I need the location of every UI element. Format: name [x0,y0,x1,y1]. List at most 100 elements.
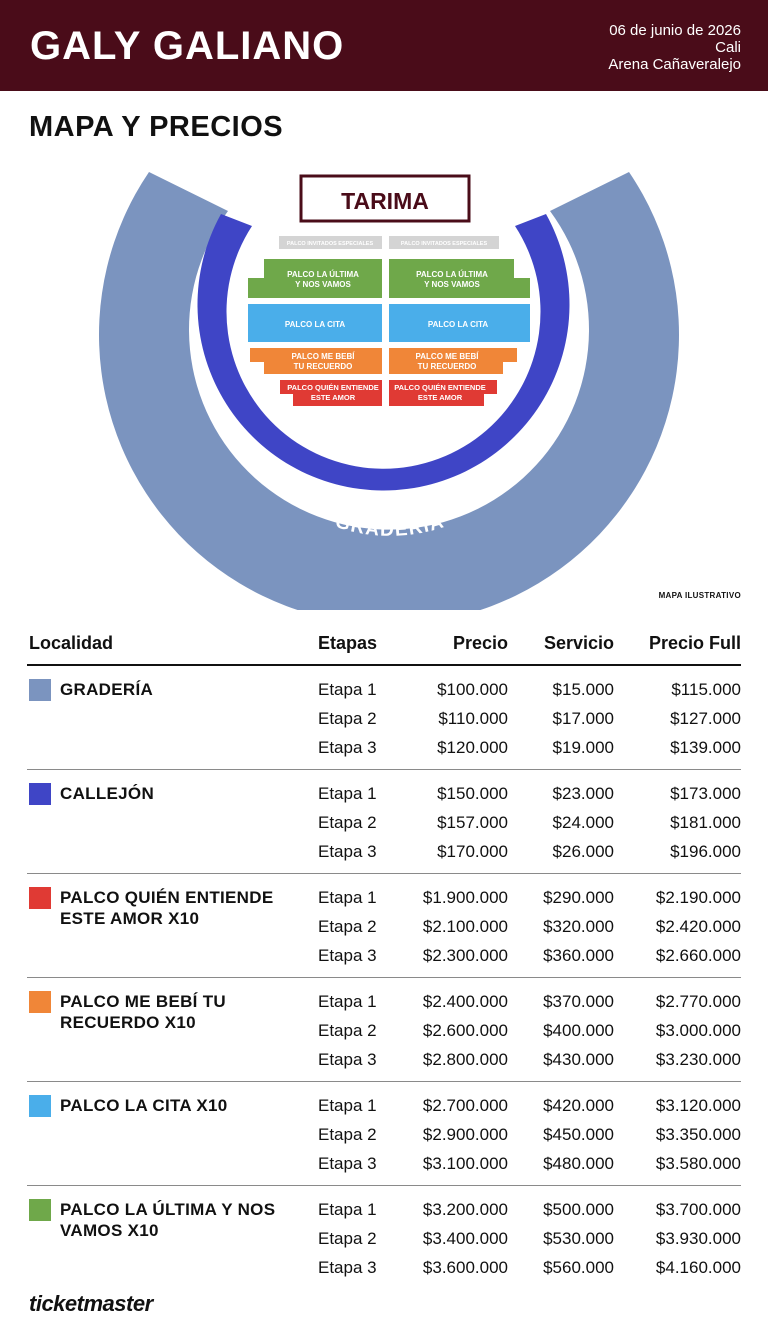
servicio-cell: $24.000 [552,813,614,832]
precio-cell: $110.000 [438,709,508,728]
localidad-name: PALCO LA ÚLTIMA Y NOS VAMOS X10 [60,1200,276,1240]
precio-full-cell: $2.660.000 [655,946,741,965]
table-group: PALCO LA CITA X10 Etapa 1 $2.700.000 $420.0… [27,1082,741,1186]
table-row: Etapa 2 $110.000 $17.000 $127.000 [27,708,741,737]
etapa-cell: Etapa 2 [318,1021,377,1040]
table-row: Etapa 2 $2.900.000 $450.000 $3.350.000 [27,1124,741,1153]
header-precio: Precio [452,633,508,653]
event-date: 06 de junio de 2026 [609,22,741,39]
precio-full-cell: $2.770.000 [655,992,741,1011]
precio-full-cell: $139.000 [670,738,741,757]
servicio-cell: $23.000 [552,784,614,803]
stage-rows: Etapa 1 $1.900.000 $290.000 $2.190.000 Etapa… [27,887,741,974]
servicio-cell: $430.000 [543,1050,614,1069]
map-note: MAPA ILUSTRATIVO [658,591,741,600]
map-bebi-right-l1: PALCO ME BEBÍ [416,352,480,361]
precio-full-cell: $181.000 [670,813,741,832]
map-palco-bebi-left[interactable] [250,348,382,374]
precio-cell: $2.600.000 [422,1021,508,1040]
header-localidad: Localidad [29,633,114,653]
precio-cell: $157.000 [437,813,508,832]
map-section-graderia[interactable] [99,172,679,610]
precio-full-cell: $3.120.000 [655,1096,741,1115]
precio-full-cell: $3.580.000 [655,1154,741,1173]
map-quien-left-l2: ESTE AMOR [311,393,356,402]
localidad-name: PALCO LA CITA X10 [60,1096,228,1115]
map-palco-quien-right[interactable] [389,380,497,406]
table-row: Etapa 2 $157.000 $24.000 $181.000 [27,812,741,841]
precio-full-cell: $2.190.000 [655,888,741,907]
etapa-cell: Etapa 3 [318,842,377,861]
precio-full-cell: $196.000 [670,842,741,861]
stage-rows: Etapa 1 $2.700.000 $420.000 $3.120.000 Etapa… [27,1095,741,1182]
stage-rows: Etapa 1 $150.000 $23.000 $173.000 Etapa 2 $15… [27,783,741,870]
precio-full-cell: $3.350.000 [655,1125,741,1144]
map-quien-right-l2: ESTE AMOR [418,393,463,402]
servicio-cell: $400.000 [543,1021,614,1040]
map-ultima-right-l2: Y NOS VAMOS [424,280,480,289]
table-group: GRADERÍA Etapa 1 $100.000 $15.000 $115.000 Et… [27,666,741,770]
color-swatch [29,991,51,1013]
servicio-cell: $450.000 [543,1125,614,1144]
table-row: Etapa 1 $2.400.000 $370.000 $2.770.000 [27,991,741,1020]
precio-full-cell: $3.230.000 [655,1050,741,1069]
table-header: Localidad Etapas Precio Servicio Precio … [27,628,741,666]
map-palco-bebi-right[interactable] [389,348,517,374]
map-palco-quien-left[interactable] [280,380,382,406]
precio-full-cell: $115.000 [671,680,741,699]
table-row: Etapa 3 $170.000 $26.000 $196.000 [27,841,741,870]
table-row: Etapa 2 $3.400.000 $530.000 $3.930.000 [27,1228,741,1257]
etapa-cell: Etapa 2 [318,1125,377,1144]
servicio-cell: $420.000 [543,1096,614,1115]
precio-full-cell: $3.930.000 [655,1229,741,1248]
precio-cell: $2.400.000 [422,992,508,1011]
map-section-callejon[interactable] [197,214,570,491]
table-group: PALCO LA ÚLTIMA Y NOS VAMOS X10 Etapa 1 $3… [27,1186,741,1289]
servicio-cell: $480.000 [543,1154,614,1173]
color-swatch [29,1199,51,1221]
etapa-cell: Etapa 3 [318,946,377,965]
servicio-cell: $500.000 [543,1200,614,1219]
price-table: Localidad Etapas Precio Servicio Precio … [27,628,741,1289]
map-palco-ultima-left[interactable] [248,259,382,298]
etapa-cell: Etapa 1 [318,1200,377,1219]
map-palco-ultima-right[interactable] [389,259,530,298]
precio-cell: $2.100.000 [422,917,508,936]
event-info: 06 de junio de 2026 Cali Arena Cañaveral… [608,22,741,73]
table-row: Etapa 2 $2.600.000 $400.000 $3.000.000 [27,1020,741,1049]
precio-cell: $2.900.000 [422,1125,508,1144]
table-row: Etapa 1 $3.200.000 $500.000 $3.700.000 [27,1199,741,1228]
color-swatch [29,1095,51,1117]
etapa-cell: Etapa 3 [318,738,377,757]
precio-cell: $3.100.000 [422,1154,508,1173]
artist-name: GALY GALIANO [30,24,345,68]
precio-cell: $150.000 [437,784,508,803]
map-invitados-right [389,236,499,249]
map-palco-cita-left[interactable] [248,304,382,342]
table-row: Etapa 3 $2.300.000 $360.000 $2.660.000 [27,945,741,974]
etapa-cell: Etapa 2 [318,1229,377,1248]
servicio-cell: $560.000 [543,1258,614,1277]
servicio-cell: $15.000 [552,680,614,699]
localidad-name: GRADERÍA [60,680,154,699]
servicio-cell: $360.000 [543,946,614,965]
etapa-cell: Etapa 2 [318,917,377,936]
table-row: Etapa 2 $2.100.000 $320.000 $2.420.000 [27,916,741,945]
table-group: CALLEJÓN Etapa 1 $150.000 $23.000 $173.000 Et… [27,770,741,874]
map-bebi-left-l1: PALCO ME BEBÍ [292,352,356,361]
map-invitados-left [279,236,382,249]
servicio-cell: $370.000 [543,992,614,1011]
map-palco-cita-right[interactable] [389,304,530,342]
etapa-cell: Etapa 1 [318,1096,377,1115]
map-bebi-left-l2: TU RECUERDO [294,362,353,371]
servicio-cell: $17.000 [552,709,614,728]
header-precio-full: Precio Full [648,633,741,653]
servicio-cell: $320.000 [543,917,614,936]
table-row: Etapa 3 $120.000 $19.000 $139.000 [27,737,741,766]
precio-cell: $120.000 [437,738,508,757]
etapa-cell: Etapa 1 [318,784,377,803]
precio-full-cell: $4.160.000 [655,1258,741,1277]
map-ultima-left-l2: Y NOS VAMOS [295,280,351,289]
etapa-cell: Etapa 3 [318,1050,377,1069]
precio-cell: $3.600.000 [422,1258,508,1277]
